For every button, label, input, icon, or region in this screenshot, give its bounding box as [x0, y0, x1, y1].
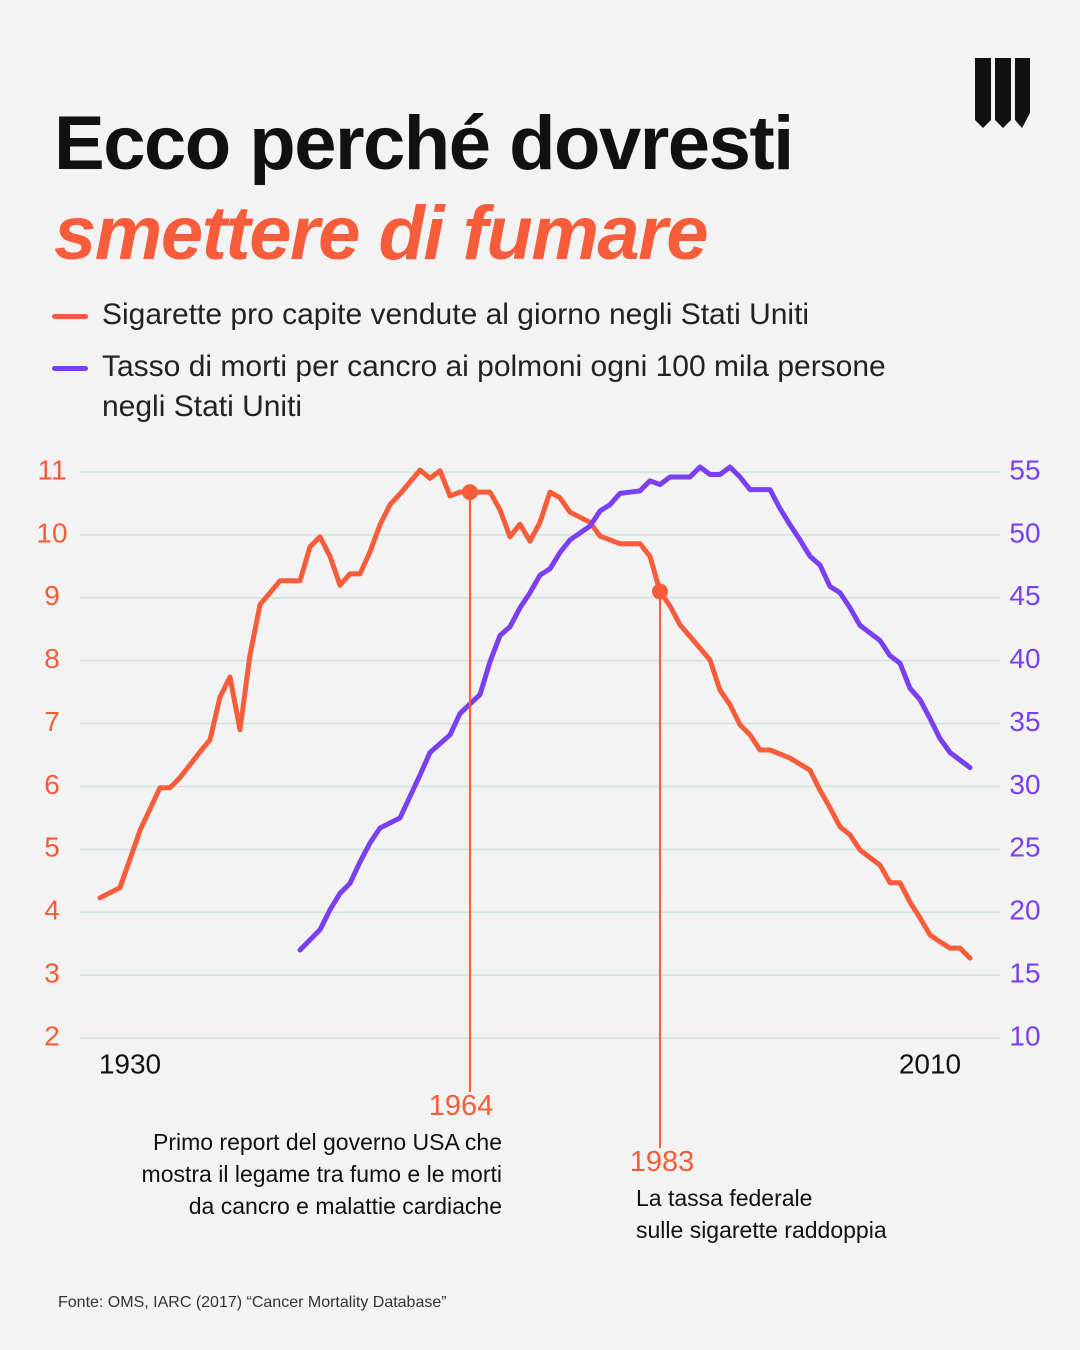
y2-tick-label: 40	[1009, 643, 1040, 674]
annotation-text: mostra il legame tra fumo e le morti	[141, 1161, 502, 1187]
annotation-text: La tassa federale	[636, 1185, 813, 1211]
annotation-year: 1983	[629, 1146, 695, 1178]
y-tick-label: 9	[44, 580, 60, 611]
annotation-text: da cancro e malattie cardiache	[188, 1193, 502, 1219]
annotation-text: sulle sigarette raddoppia	[636, 1217, 887, 1243]
legend-entry: Tasso di morti per cancro ai polmoni ogn…	[52, 347, 932, 427]
y2-tick-label: 50	[1009, 517, 1040, 548]
y-tick-label: 4	[44, 895, 60, 926]
data-line	[297, 464, 973, 953]
y2-tick-label: 10	[1009, 1020, 1040, 1051]
y2-tick-label: 55	[1009, 454, 1040, 485]
x-tick-label: 2010	[899, 1048, 961, 1079]
y2-tick-label: 45	[1009, 580, 1040, 611]
annotation-dot	[652, 583, 668, 600]
y-tick-label: 6	[44, 769, 60, 800]
annotation-dot	[462, 484, 478, 501]
logo	[975, 58, 1030, 128]
legend-swatch	[52, 314, 88, 319]
y2-tick-label: 35	[1009, 706, 1040, 737]
legend-label: Sigarette pro capite vendute al giorno n…	[102, 298, 810, 331]
legend-label: Tasso di morti per cancro ai polmoni ogn…	[102, 350, 886, 423]
y-tick-label: 7	[44, 706, 60, 737]
y-tick-label: 2	[44, 1020, 60, 1051]
y2-tick-label: 20	[1009, 895, 1040, 926]
y2-tick-label: 25	[1009, 832, 1040, 863]
annotation-year: 1964	[428, 1090, 494, 1122]
legend-swatch	[52, 366, 88, 371]
y-tick-label: 10	[36, 517, 67, 548]
data-line	[97, 467, 973, 961]
y-tick-label: 11	[37, 454, 66, 485]
title: Ecco perché dovresti	[54, 101, 794, 186]
annotation-text: Primo report del governo USA che	[152, 1129, 502, 1155]
source: Fonte: OMS, IARC (2017) “Cancer Mortalit…	[58, 1294, 447, 1311]
legend-entry: Sigarette pro capite vendute al giorno n…	[52, 295, 932, 335]
y-tick-label: 8	[44, 643, 60, 674]
title-highlight: smettere di fumare	[54, 191, 709, 276]
x-tick-label: 1930	[99, 1048, 161, 1079]
y-tick-label: 3	[44, 958, 60, 989]
y-tick-label: 5	[44, 832, 60, 863]
y2-tick-label: 30	[1009, 769, 1040, 800]
y2-tick-label: 15	[1009, 958, 1040, 989]
